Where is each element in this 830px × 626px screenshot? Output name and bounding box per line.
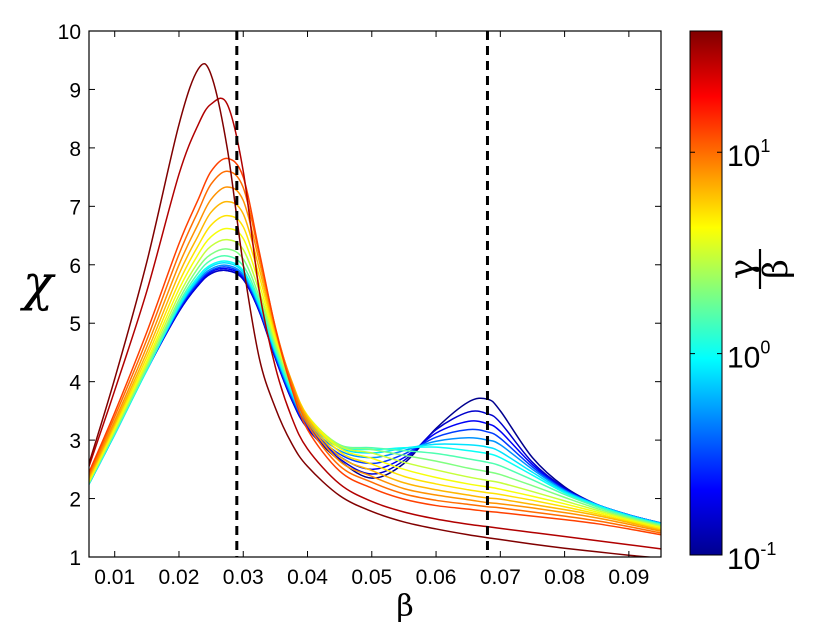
colorbar-label-numerator: γ xyxy=(722,259,762,279)
y-tick-label: 7 xyxy=(69,196,81,219)
series-line xyxy=(89,227,661,529)
series-line xyxy=(89,97,661,550)
x-tick-label: 0.07 xyxy=(480,566,521,589)
y-axis-label: χ xyxy=(20,254,56,312)
colorbar-tick-exponent: 1 xyxy=(760,136,770,156)
y-tick-label: 9 xyxy=(69,79,81,102)
y-tick-label: 2 xyxy=(69,489,81,512)
x-axis-label: β xyxy=(396,589,413,624)
y-axis: 1 2 3 4 5 6 7 8 9 10 xyxy=(58,21,661,570)
series-line xyxy=(89,200,661,531)
series-layer xyxy=(89,62,661,557)
y-tick-label: 1 xyxy=(69,547,81,570)
x-tick-label: 0.01 xyxy=(94,566,135,589)
colorbar-label: γ β xyxy=(722,249,796,289)
series-line xyxy=(89,264,661,524)
y-tick-label: 5 xyxy=(69,313,81,336)
series-line xyxy=(89,62,657,557)
x-axis: 0.01 0.02 0.03 0.04 0.05 0.06 0.07 0.08 0.09 xyxy=(94,31,649,589)
plot-frame xyxy=(88,30,662,558)
series-line xyxy=(89,267,661,524)
x-tick-label: 0.04 xyxy=(287,566,328,589)
x-tick-label: 0.09 xyxy=(608,566,649,589)
series-line xyxy=(89,214,661,530)
colorbar-tick-label: 10-1 xyxy=(727,539,776,576)
x-tick-label: 0.03 xyxy=(223,566,264,589)
x-tick-label: 0.05 xyxy=(351,566,392,589)
colorbar-tick-base: 10 xyxy=(727,543,760,576)
series-line xyxy=(89,157,661,536)
colorbar-tick-label: 101 xyxy=(727,136,770,173)
colorbar-gradient xyxy=(689,30,723,556)
colorbar-tick-base: 10 xyxy=(727,140,760,173)
x-tick-label: 0.02 xyxy=(159,566,200,589)
colorbar-tick-base: 10 xyxy=(727,342,760,375)
colorbar-label-denominator: β xyxy=(756,259,796,279)
x-tick-label: 0.06 xyxy=(416,566,457,589)
series-line xyxy=(89,170,661,534)
vline-layer xyxy=(235,31,489,557)
y-tick-label: 3 xyxy=(69,430,81,453)
series-line xyxy=(89,186,661,533)
colorbar-tick-exponent: -1 xyxy=(760,539,776,559)
y-tick-label: 10 xyxy=(58,21,81,44)
colorbar-tick-label: 100 xyxy=(727,338,770,375)
x-tick-label: 0.08 xyxy=(544,566,585,589)
colorbar-tick-exponent: 0 xyxy=(760,338,770,358)
y-tick-label: 8 xyxy=(69,138,81,161)
y-tick-label: 6 xyxy=(69,255,81,278)
y-tick-label: 4 xyxy=(69,372,81,395)
